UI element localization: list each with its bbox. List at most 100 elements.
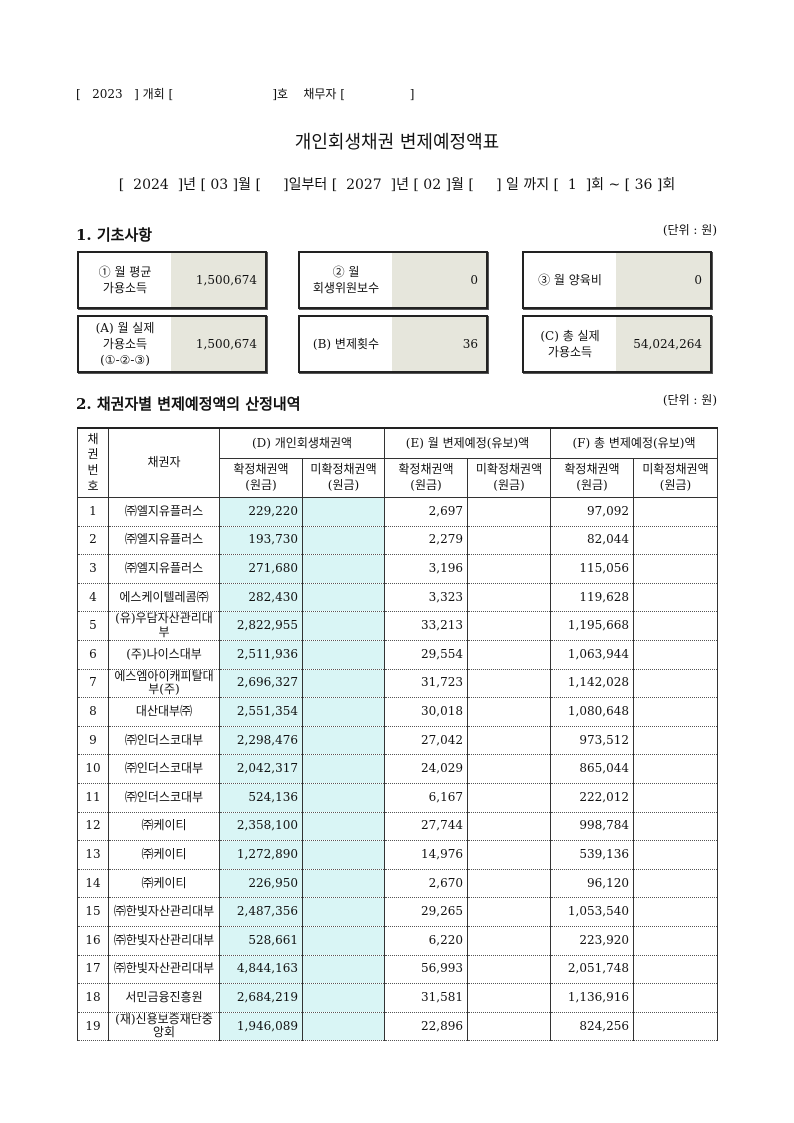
monthly-repayment: 29,265 bbox=[384, 897, 468, 927]
header-row: 확정채권액 (원금) 미확정채권액 (원금) 확정채권액 (원금) 미확정채권액 (원… bbox=[78, 458, 718, 498]
table-row: 6 (주)나이스대부 2,511,936 29,554 1,063,944 bbox=[77, 640, 718, 670]
total-unconfirmed bbox=[633, 726, 718, 756]
monthly-repayment: 33,213 bbox=[384, 611, 468, 641]
table-row: 12 ㈜케이티 2,358,100 27,744 998,784 bbox=[77, 812, 718, 842]
monthly-unconfirmed bbox=[467, 926, 551, 956]
monthly-unconfirmed bbox=[467, 497, 551, 527]
total-repayment: 115,056 bbox=[550, 554, 634, 584]
unconfirmed-claim bbox=[302, 583, 385, 613]
monthly-repayment: 3,196 bbox=[384, 554, 468, 584]
total-repayment: 539,136 bbox=[550, 840, 634, 870]
unconfirmed-claim bbox=[302, 669, 385, 699]
confirmed-claim: 229,220 bbox=[219, 497, 303, 527]
creditor-name: ㈜케이티 bbox=[108, 812, 220, 842]
row-number: 9 bbox=[77, 726, 109, 756]
box-label: (B) 변제횟수 bbox=[312, 336, 380, 351]
confirmed-claim: 193,730 bbox=[219, 526, 303, 556]
monthly-repayment: 27,042 bbox=[384, 726, 468, 756]
unconfirmed-claim bbox=[302, 983, 385, 1013]
monthly-unconfirmed bbox=[467, 526, 551, 556]
unconfirmed-claim bbox=[302, 526, 385, 556]
confirmed-claim: 271,680 bbox=[219, 554, 303, 584]
summary-box: (C) 총 실제 가용소득 54,024,264 bbox=[522, 315, 712, 373]
unconfirmed-claim bbox=[302, 554, 385, 584]
creditor-name: ㈜한빛자산관리대부 bbox=[108, 926, 220, 956]
monthly-repayment: 56,993 bbox=[384, 955, 468, 985]
monthly-unconfirmed bbox=[467, 1012, 551, 1042]
confirmed-claim: 1,272,890 bbox=[219, 840, 303, 870]
box-label: (A) 월 실제 가용소득 (①-②-③) bbox=[95, 320, 155, 368]
summary-box: (B) 변제횟수 36 bbox=[298, 315, 488, 373]
box-label: (C) 총 실제 가용소득 bbox=[540, 328, 600, 359]
unconfirmed-claim bbox=[302, 697, 385, 727]
unconfirmed-claim bbox=[302, 812, 385, 842]
creditor-name: 에스케이텔레콤㈜ bbox=[108, 583, 220, 613]
row-number: 11 bbox=[77, 783, 109, 813]
monthly-unconfirmed bbox=[467, 812, 551, 842]
confirmed-claim: 2,358,100 bbox=[219, 812, 303, 842]
unconfirmed-claim bbox=[302, 1012, 385, 1042]
monthly-repayment: 27,744 bbox=[384, 812, 468, 842]
row-number: 19 bbox=[77, 1012, 109, 1042]
table-row: 5 (유)우담자산관리대부 2,822,955 33,213 1,195,668 bbox=[77, 611, 718, 641]
doc-title: 개인회생채권 변제예정액표 bbox=[294, 132, 500, 153]
table-row: 2 ㈜엘지유플러스 193,730 2,279 82,044 bbox=[77, 526, 718, 556]
monthly-unconfirmed bbox=[467, 983, 551, 1013]
header-cell: 채권 번호 bbox=[77, 428, 109, 498]
table-row: 9 ㈜인더스코대부 2,298,476 27,042 973,512 bbox=[77, 726, 718, 756]
unconfirmed-claim bbox=[302, 726, 385, 756]
table-row: 14 ㈜케이티 226,950 2,670 96,120 bbox=[77, 869, 718, 899]
total-repayment: 1,080,648 bbox=[550, 697, 634, 727]
section-title: 1. 기초사항 bbox=[76, 226, 153, 244]
confirmed-claim: 2,696,327 bbox=[219, 669, 303, 699]
box-value: 0 bbox=[616, 253, 710, 307]
table-row: 1 ㈜엘지유플러스 229,220 2,697 97,092 bbox=[77, 497, 718, 527]
table-row: 7 에스엠아이캐피탈대부(주) 2,696,327 31,723 1,142,028 bbox=[77, 669, 718, 699]
monthly-unconfirmed bbox=[467, 640, 551, 670]
row-number: 18 bbox=[77, 983, 109, 1013]
total-repayment: 1,142,028 bbox=[550, 669, 634, 699]
confirmed-claim: 4,844,163 bbox=[219, 955, 303, 985]
box-value: 0 bbox=[392, 253, 486, 307]
total-unconfirmed bbox=[633, 526, 718, 556]
row-number: 4 bbox=[77, 583, 109, 613]
total-repayment: 97,092 bbox=[550, 497, 634, 527]
table-row: 3 ㈜엘지유플러스 271,680 3,196 115,056 bbox=[77, 554, 718, 584]
creditor-name: ㈜인더스코대부 bbox=[108, 726, 220, 756]
box-value: 54,024,264 bbox=[616, 317, 710, 371]
monthly-repayment: 2,279 bbox=[384, 526, 468, 556]
total-repayment: 222,012 bbox=[550, 783, 634, 813]
confirmed-claim: 2,511,936 bbox=[219, 640, 303, 670]
box-value: 1,500,674 bbox=[171, 253, 265, 307]
unconfirmed-claim bbox=[302, 955, 385, 985]
subheader-cell: 미확정채권액 (원금) bbox=[633, 458, 718, 498]
total-unconfirmed bbox=[633, 812, 718, 842]
monthly-repayment: 2,697 bbox=[384, 497, 468, 527]
monthly-repayment: 2,670 bbox=[384, 869, 468, 899]
confirmed-claim: 282,430 bbox=[219, 583, 303, 613]
total-unconfirmed bbox=[633, 754, 718, 784]
unconfirmed-claim bbox=[302, 640, 385, 670]
total-unconfirmed bbox=[633, 697, 718, 727]
summary-box: ③ 월 양육비 0 bbox=[522, 251, 712, 309]
creditor-name: 에스엠아이캐피탈대부(주) bbox=[108, 669, 220, 699]
total-repayment: 96,120 bbox=[550, 869, 634, 899]
creditor-name: ㈜인더스코대부 bbox=[108, 754, 220, 784]
section-title: 2. 채권자별 변제예정액의 산정내역 bbox=[76, 395, 301, 413]
table-row: 18 서민금융진흥원 2,684,219 31,581 1,136,916 bbox=[77, 983, 718, 1013]
box-value: 1,500,674 bbox=[171, 317, 265, 371]
table-row: 11 ㈜인더스코대부 524,136 6,167 222,012 bbox=[77, 783, 718, 813]
table-row: 8 대산대부㈜ 2,551,354 30,018 1,080,648 bbox=[77, 697, 718, 727]
row-number: 3 bbox=[77, 554, 109, 584]
creditor-name: (주)나이스대부 bbox=[108, 640, 220, 670]
table-row: 13 ㈜케이티 1,272,890 14,976 539,136 bbox=[77, 840, 718, 870]
unconfirmed-claim bbox=[302, 897, 385, 927]
summary-box: (A) 월 실제 가용소득 (①-②-③) 1,500,674 bbox=[77, 315, 267, 373]
total-unconfirmed bbox=[633, 983, 718, 1013]
row-number: 10 bbox=[77, 754, 109, 784]
confirmed-claim: 2,551,354 bbox=[219, 697, 303, 727]
box-label: ② 월 회생위원보수 bbox=[312, 264, 380, 295]
creditor-name: (유)우담자산관리대부 bbox=[108, 611, 220, 641]
monthly-repayment: 31,723 bbox=[384, 669, 468, 699]
